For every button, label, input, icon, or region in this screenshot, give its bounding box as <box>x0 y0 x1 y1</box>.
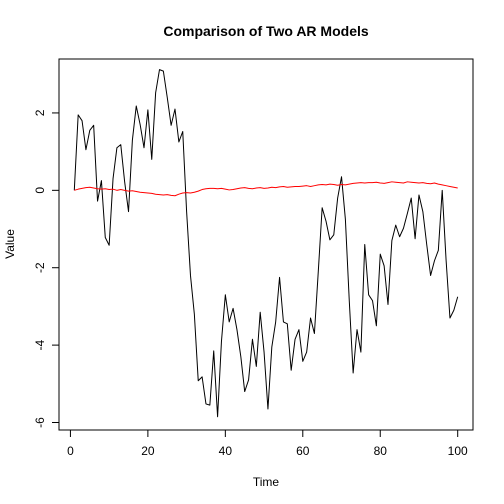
y-tick-label: 2 <box>33 109 47 116</box>
x-tick-label: 60 <box>296 444 310 458</box>
y-axis-label: Value <box>3 229 17 259</box>
y-tick-label: -2 <box>33 262 47 273</box>
x-axis: 0 20 40 60 80 100 <box>67 430 468 458</box>
x-axis-label: Time <box>253 475 280 489</box>
x-tick-label: 20 <box>141 444 155 458</box>
x-tick-label: 100 <box>448 444 468 458</box>
x-tick-label: 80 <box>374 444 388 458</box>
series-layer <box>74 70 457 417</box>
y-tick-label: -4 <box>33 339 47 350</box>
y-tick-label: -6 <box>33 417 47 428</box>
x-tick-label: 0 <box>67 444 74 458</box>
x-tick-label: 40 <box>219 444 233 458</box>
y-axis: -6 -4 -2 0 2 <box>33 109 59 428</box>
series-line-1 <box>74 70 457 417</box>
y-tick-label: 0 <box>33 187 47 194</box>
series-line-2 <box>74 182 457 196</box>
chart-title: Comparison of Two AR Models <box>163 23 369 39</box>
